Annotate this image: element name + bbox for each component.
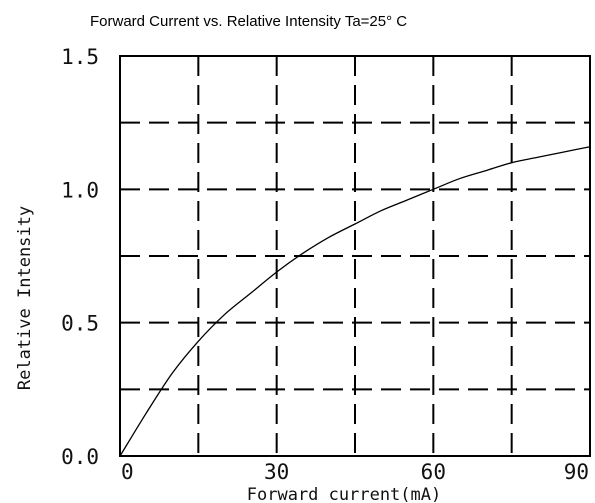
grid-lines: [120, 56, 590, 456]
x-tick-label: 60: [421, 460, 446, 484]
x-axis-label: Forward current(mA): [247, 485, 441, 503]
x-tick-label: 0: [121, 460, 134, 484]
y-tick-label: 0.5: [61, 312, 99, 336]
chart-title: Forward Current vs. Relative Intensity T…: [90, 13, 407, 30]
x-tick-label: 30: [264, 460, 289, 484]
plot-frame: [119, 55, 591, 457]
series-line-0: [119, 146, 591, 457]
y-tick-label: 0.0: [61, 445, 99, 469]
x-tick-labels: 0 30 60 90: [121, 460, 589, 484]
y-tick-labels: 0.0 0.5 1.0 1.5: [61, 45, 99, 469]
series-layer: [119, 146, 591, 457]
y-tick-label: 1.0: [61, 178, 99, 202]
y-axis-label: Relative Intensity: [15, 206, 35, 390]
y-tick-label: 1.5: [61, 45, 99, 69]
x-tick-label: 90: [564, 460, 589, 484]
